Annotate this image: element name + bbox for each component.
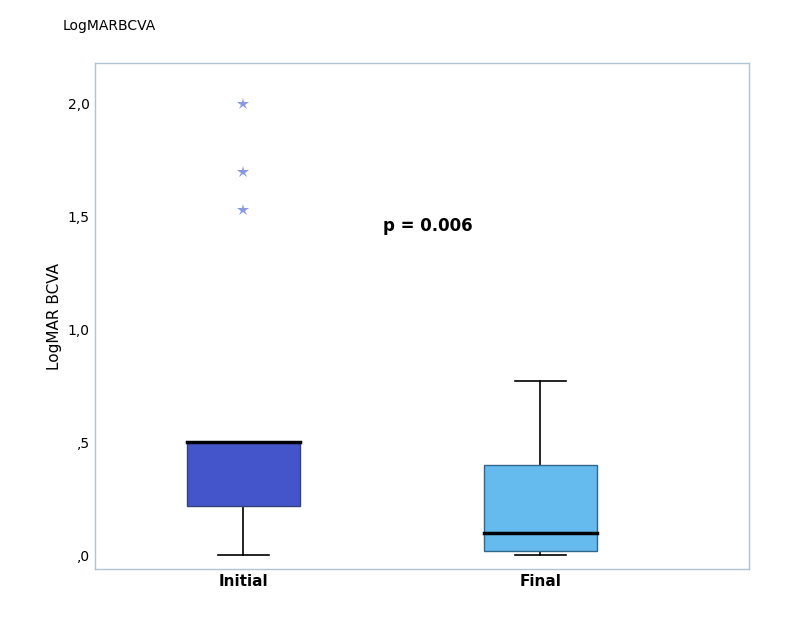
Bar	[484, 465, 597, 550]
Text: p = 0.006: p = 0.006	[383, 217, 472, 234]
Y-axis label: LogMAR BCVA: LogMAR BCVA	[47, 262, 62, 370]
Bar	[187, 442, 299, 506]
Text: LogMARBCVA: LogMARBCVA	[63, 19, 156, 33]
